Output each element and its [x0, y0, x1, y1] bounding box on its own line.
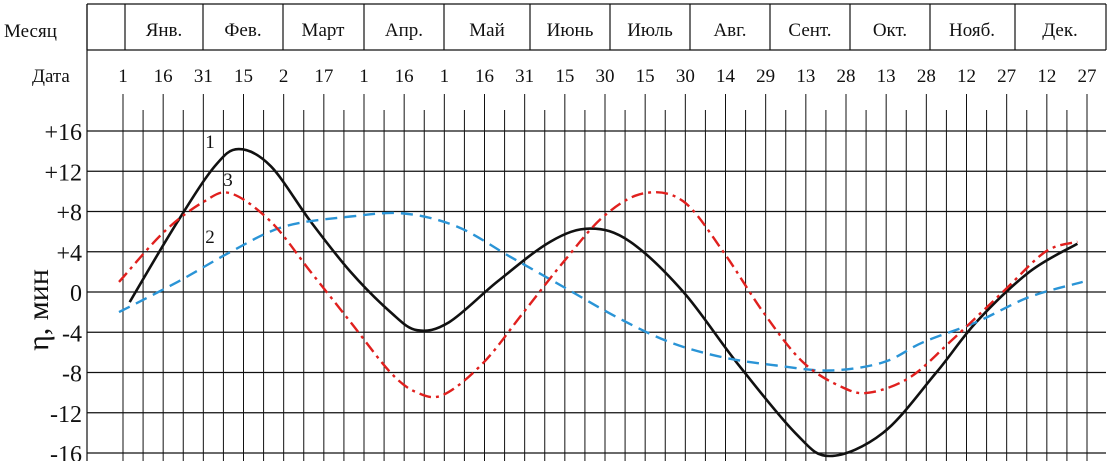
y-tick-label: +4	[56, 241, 82, 267]
chart-grid	[86, 3, 1106, 461]
date-label: 28	[917, 66, 936, 87]
series-label-3: 3	[223, 170, 233, 191]
y-tick-label: +8	[56, 201, 82, 227]
series-label-2: 2	[205, 227, 215, 248]
month-label: Авг.	[713, 20, 746, 41]
date-label: 31	[194, 66, 213, 87]
date-label: 30	[596, 66, 615, 87]
y-axis-ticks: +16 +12 +8 +4 0 -4 -8 -12 -16	[44, 120, 82, 461]
date-label: 16	[154, 66, 173, 87]
date-label: 31	[515, 66, 534, 87]
month-label: Май	[469, 20, 505, 41]
date-label: 16	[395, 66, 414, 87]
date-label: 16	[475, 66, 494, 87]
date-label: 13	[877, 66, 896, 87]
date-label: 27	[997, 66, 1016, 87]
date-label: 2	[279, 66, 289, 87]
y-tick-label: -16	[50, 442, 82, 461]
month-label: Нояб.	[949, 20, 995, 41]
series-line-1	[128, 147, 1079, 458]
month-label: Сент.	[788, 20, 831, 41]
date-label: 1	[440, 66, 450, 87]
date-label: 1	[118, 66, 128, 87]
date-row-label: Дата	[32, 66, 70, 87]
y-tick-label: -12	[50, 402, 82, 428]
date-label: 28	[837, 66, 856, 87]
month-label: Дек.	[1042, 20, 1078, 41]
month-label: Окт.	[873, 20, 907, 41]
series-label-1: 1	[205, 132, 215, 153]
y-tick-label: -4	[62, 321, 82, 347]
date-label: 17	[314, 66, 333, 87]
y-tick-label: +12	[44, 160, 82, 186]
date-label: 15	[555, 66, 574, 87]
date-label: 27	[1078, 66, 1097, 87]
date-label: 30	[676, 66, 695, 87]
date-label: 15	[234, 66, 253, 87]
date-label: 12	[957, 66, 976, 87]
y-tick-label: 0	[70, 281, 82, 307]
y-axis-label: η, мин	[22, 269, 55, 351]
month-label: Апр.	[385, 20, 423, 41]
date-label: 13	[796, 66, 815, 87]
series-line-3	[118, 191, 1078, 399]
series-group: 1 2 3	[118, 132, 1084, 458]
month-label: Июль	[627, 20, 673, 41]
date-label: 29	[756, 66, 775, 87]
month-row-label: Месяц	[4, 21, 57, 42]
y-tick-label: +16	[44, 120, 82, 146]
month-row: Месяц Янв. Фев. Март Апр. Май Июнь Июль Авг. Сен…	[4, 4, 1107, 50]
month-label: Март	[302, 20, 346, 41]
date-label: 15	[636, 66, 655, 87]
month-label: Янв.	[146, 20, 183, 41]
date-label: 14	[716, 66, 736, 87]
month-label: Июнь	[547, 20, 594, 41]
date-label: 12	[1037, 66, 1056, 87]
month-label: Фев.	[224, 20, 261, 41]
date-row: Дата 1 16 31 15 2 17 1 16 1 16 31 15 30 15 30 14 29 13 28 1…	[32, 66, 1097, 87]
date-label: 1	[359, 66, 369, 87]
series-line-2	[118, 211, 1084, 372]
y-tick-label: -8	[62, 362, 82, 388]
